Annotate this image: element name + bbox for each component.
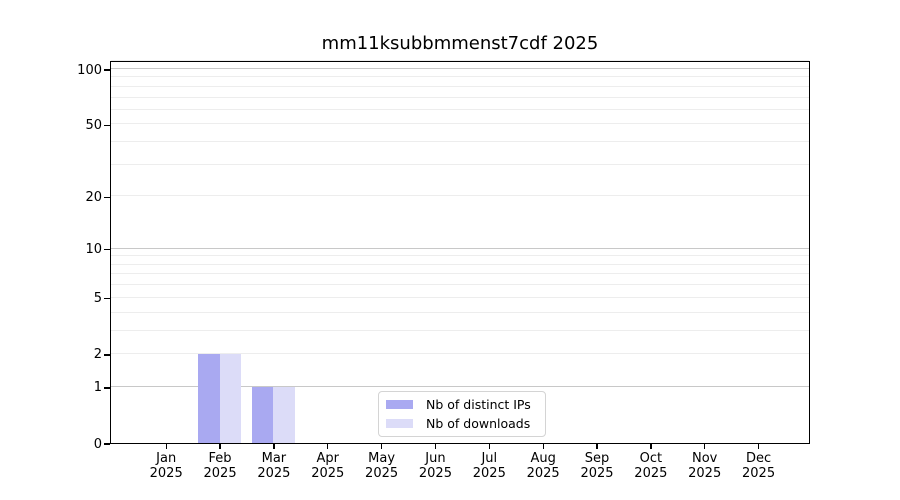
- y-tick-label: 2: [93, 347, 102, 363]
- x-tick-mark: [757, 444, 760, 449]
- legend-row-downloads: Nb of downloads: [386, 415, 537, 431]
- y-tick-label: 100: [77, 62, 102, 78]
- x-tick-label-jul: Jul 2025: [461, 451, 517, 481]
- minor-gridline: [111, 352, 809, 354]
- x-tick-mark: [488, 444, 490, 449]
- x-tick-mark: [165, 444, 167, 449]
- x-tick-mark: [650, 444, 652, 449]
- x-tick-month: Jul: [481, 451, 498, 466]
- x-tick-year: 2025: [311, 466, 345, 481]
- x-tick-month: Oct: [639, 451, 663, 466]
- y-tick-label: 50: [85, 117, 102, 133]
- minor-gridline: [111, 195, 809, 197]
- legend-label-downloads: Nb of downloads: [426, 415, 531, 431]
- minor-gridline: [111, 263, 809, 265]
- x-tick-year: 2025: [634, 466, 668, 481]
- x-tick-label-may: May 2025: [354, 451, 410, 481]
- x-tick-month: Apr: [316, 451, 340, 466]
- x-tick-month: Dec: [745, 451, 772, 466]
- y-tick-mark: [104, 387, 110, 389]
- x-tick-year: 2025: [742, 466, 776, 481]
- x-tick-mark: [327, 444, 329, 449]
- x-tick-label-feb: Feb 2025: [192, 451, 248, 481]
- x-tick-year: 2025: [472, 466, 506, 481]
- x-tick-year: 2025: [526, 466, 560, 481]
- x-tick-month: May: [368, 451, 396, 466]
- bar-downloads-feb: [219, 353, 242, 443]
- minor-gridline: [111, 141, 809, 143]
- minor-gridline: [111, 85, 809, 87]
- y-tick-mark: [104, 249, 110, 251]
- x-tick-mark: [381, 444, 383, 449]
- x-tick-mark: [219, 444, 221, 449]
- y-tick-mark: [104, 354, 110, 356]
- y-tick-mark: [104, 196, 110, 198]
- x-tick-mark: [273, 444, 275, 449]
- minor-gridline: [111, 311, 809, 313]
- minor-gridline: [111, 76, 809, 78]
- bar-downloads-mar: [273, 386, 295, 443]
- x-tick-label-oct: Oct 2025: [623, 451, 679, 481]
- bar-distinct-ips-mar: [251, 386, 274, 443]
- distinct-ips-swatch-icon: [386, 400, 413, 409]
- x-tick-label-aug: Aug 2025: [515, 451, 571, 481]
- minor-gridline: [111, 329, 809, 331]
- minor-gridline: [111, 284, 809, 286]
- x-tick-month: Nov: [692, 451, 718, 466]
- legend: Nb of distinct IPs Nb of downloads: [378, 391, 546, 437]
- x-tick-label-sep: Sep 2025: [569, 451, 625, 481]
- x-tick-month: Jan: [156, 451, 177, 466]
- minor-gridline: [111, 296, 809, 298]
- x-tick-label-dec: Dec 2025: [731, 451, 787, 481]
- minor-gridline: [111, 255, 809, 257]
- legend-row-distinct-ips: Nb of distinct IPs: [386, 396, 537, 412]
- legend-label-distinct-ips: Nb of distinct IPs: [426, 396, 531, 412]
- major-gridline: [111, 385, 809, 387]
- x-tick-year: 2025: [688, 466, 722, 481]
- major-gridline: [111, 247, 809, 249]
- x-tick-label-nov: Nov 2025: [677, 451, 733, 481]
- minor-gridline: [111, 123, 809, 125]
- x-tick-year: 2025: [580, 466, 614, 481]
- x-tick-year: 2025: [203, 466, 237, 481]
- x-tick-year: 2025: [257, 466, 291, 481]
- x-tick-mark: [596, 444, 598, 449]
- x-tick-year: 2025: [149, 466, 183, 481]
- y-tick-label: 5: [93, 291, 102, 307]
- y-tick-mark: [104, 69, 110, 71]
- downloads-swatch-icon: [386, 419, 413, 428]
- minor-gridline: [111, 96, 809, 98]
- x-tick-month: Jun: [425, 451, 446, 466]
- x-tick-month: Sep: [584, 451, 610, 466]
- x-tick-month: Aug: [530, 451, 556, 466]
- x-tick-mark: [542, 444, 544, 449]
- plot-area: [110, 60, 810, 444]
- x-tick-mark: [704, 444, 706, 449]
- x-tick-label-apr: Apr 2025: [300, 451, 356, 481]
- x-tick-label-mar: Mar 2025: [246, 451, 302, 481]
- minor-gridline: [111, 60, 809, 62]
- x-tick-year: 2025: [365, 466, 399, 481]
- bar-distinct-ips-feb: [198, 353, 220, 443]
- y-tick-mark: [104, 443, 110, 445]
- y-tick-mark: [104, 298, 110, 300]
- minor-gridline: [111, 163, 809, 165]
- y-tick-label: 0: [93, 436, 102, 452]
- x-tick-mark: [434, 444, 437, 449]
- major-gridline: [111, 68, 809, 69]
- minor-gridline: [111, 108, 809, 110]
- x-tick-year: 2025: [418, 466, 452, 481]
- minor-gridline: [111, 273, 809, 275]
- x-tick-month: Feb: [208, 451, 232, 466]
- x-tick-month: Mar: [261, 451, 287, 466]
- x-tick-label-jun: Jun 2025: [407, 451, 463, 481]
- x-tick-label-jan: Jan 2025: [138, 451, 194, 481]
- y-tick-label: 20: [85, 189, 102, 205]
- chart-title: mm11ksubbmmenst7cdf 2025: [321, 33, 599, 54]
- y-tick-label: 1: [93, 380, 102, 396]
- y-tick-label: 10: [85, 242, 102, 258]
- y-tick-mark: [104, 124, 110, 127]
